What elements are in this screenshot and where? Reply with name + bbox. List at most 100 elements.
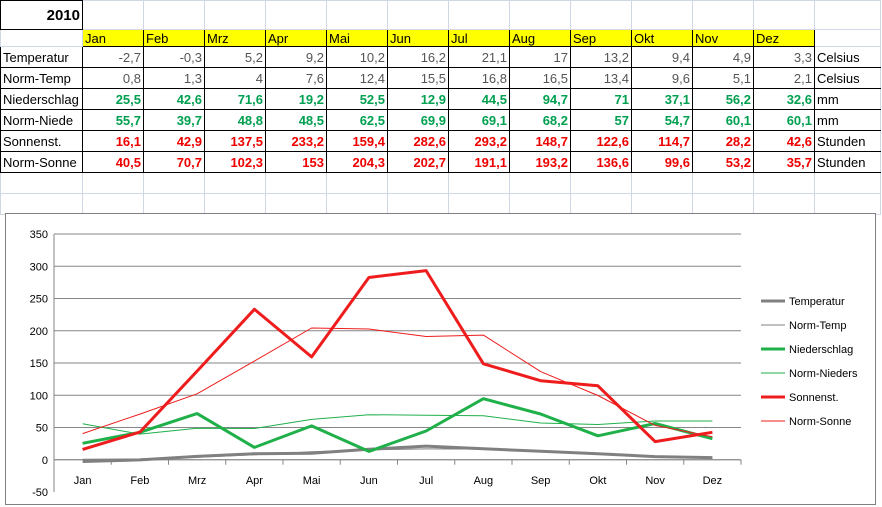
data-cell[interactable]: 19,2 bbox=[265, 88, 327, 110]
data-cell[interactable]: 52,5 bbox=[326, 88, 388, 110]
data-cell[interactable]: 35,7 bbox=[753, 151, 815, 173]
data-cell[interactable]: 5,1 bbox=[692, 67, 754, 89]
empty-cell[interactable] bbox=[326, 193, 388, 215]
data-cell[interactable]: 282,6 bbox=[387, 130, 449, 152]
row-label[interactable]: Norm-Sonne bbox=[0, 151, 83, 173]
empty-cell[interactable] bbox=[448, 172, 510, 194]
data-cell[interactable]: 136,6 bbox=[570, 151, 632, 173]
data-cell[interactable]: 71 bbox=[570, 88, 632, 110]
empty-cell[interactable] bbox=[265, 0, 327, 30]
empty-cell[interactable] bbox=[326, 172, 388, 194]
empty-cell[interactable] bbox=[0, 193, 83, 215]
data-cell[interactable]: 16,5 bbox=[509, 67, 571, 89]
data-cell[interactable]: 9,6 bbox=[631, 67, 693, 89]
empty-cell[interactable] bbox=[0, 29, 83, 47]
empty-cell[interactable] bbox=[82, 172, 144, 194]
unit-cell[interactable]: Stunden bbox=[814, 130, 881, 152]
empty-cell[interactable] bbox=[448, 193, 510, 215]
data-cell[interactable]: -0,3 bbox=[143, 46, 205, 68]
data-cell[interactable]: 99,6 bbox=[631, 151, 693, 173]
data-cell[interactable]: 32,6 bbox=[753, 88, 815, 110]
data-cell[interactable]: 122,6 bbox=[570, 130, 632, 152]
chart-area[interactable]: -50 0 50 100 150 200 250 300 350 Jan Feb Mrz Apr Mai J… bbox=[5, 213, 876, 505]
data-cell[interactable]: 94,7 bbox=[509, 88, 571, 110]
empty-cell[interactable] bbox=[448, 0, 510, 30]
data-cell[interactable]: 40,5 bbox=[82, 151, 144, 173]
data-cell[interactable]: 21,1 bbox=[448, 46, 510, 68]
row-label[interactable]: Niederschlag bbox=[0, 88, 83, 110]
row-label[interactable]: Sonnenst. bbox=[0, 130, 83, 152]
data-cell[interactable]: 42,9 bbox=[143, 130, 205, 152]
empty-cell[interactable] bbox=[265, 172, 327, 194]
empty-cell[interactable] bbox=[204, 172, 266, 194]
data-cell[interactable]: 60,1 bbox=[692, 109, 754, 131]
data-cell[interactable]: 70,7 bbox=[143, 151, 205, 173]
data-cell[interactable]: 37,1 bbox=[631, 88, 693, 110]
empty-cell[interactable] bbox=[82, 0, 144, 30]
data-cell[interactable]: 53,2 bbox=[692, 151, 754, 173]
unit-cell[interactable]: Stunden bbox=[814, 151, 881, 173]
data-cell[interactable]: 5,2 bbox=[204, 46, 266, 68]
empty-cell[interactable] bbox=[814, 0, 881, 30]
data-cell[interactable]: 55,7 bbox=[82, 109, 144, 131]
data-cell[interactable]: 9,4 bbox=[631, 46, 693, 68]
data-cell[interactable]: 48,5 bbox=[265, 109, 327, 131]
empty-cell[interactable] bbox=[0, 172, 83, 194]
data-cell[interactable]: 17 bbox=[509, 46, 571, 68]
month-header-cell[interactable]: Jun bbox=[387, 29, 449, 47]
empty-cell[interactable] bbox=[387, 172, 449, 194]
data-cell[interactable]: 9,2 bbox=[265, 46, 327, 68]
empty-cell[interactable] bbox=[753, 172, 815, 194]
data-cell[interactable]: 48,8 bbox=[204, 109, 266, 131]
empty-cell[interactable] bbox=[753, 0, 815, 30]
data-cell[interactable]: 2,1 bbox=[753, 67, 815, 89]
data-cell[interactable]: 56,2 bbox=[692, 88, 754, 110]
data-cell[interactable]: 68,2 bbox=[509, 109, 571, 131]
data-cell[interactable]: 1,3 bbox=[143, 67, 205, 89]
data-cell[interactable]: 202,7 bbox=[387, 151, 449, 173]
data-cell[interactable]: 159,4 bbox=[326, 130, 388, 152]
month-header-cell[interactable]: Mai bbox=[326, 29, 388, 47]
data-cell[interactable]: 233,2 bbox=[265, 130, 327, 152]
data-cell[interactable]: 60,1 bbox=[753, 109, 815, 131]
data-cell[interactable]: 44,5 bbox=[448, 88, 510, 110]
data-cell[interactable]: 204,3 bbox=[326, 151, 388, 173]
empty-cell[interactable] bbox=[204, 0, 266, 30]
data-cell[interactable]: 193,2 bbox=[509, 151, 571, 173]
month-header-cell[interactable]: Feb bbox=[143, 29, 205, 47]
data-cell[interactable]: 69,9 bbox=[387, 109, 449, 131]
row-label[interactable]: Norm-Temp bbox=[0, 67, 83, 89]
empty-cell[interactable] bbox=[204, 193, 266, 215]
data-cell[interactable]: 15,5 bbox=[387, 67, 449, 89]
empty-cell[interactable] bbox=[692, 172, 754, 194]
data-cell[interactable]: 28,2 bbox=[692, 130, 754, 152]
data-cell[interactable]: 42,6 bbox=[143, 88, 205, 110]
data-cell[interactable]: 0,8 bbox=[82, 67, 144, 89]
data-cell[interactable]: 42,6 bbox=[753, 130, 815, 152]
data-cell[interactable]: 293,2 bbox=[448, 130, 510, 152]
month-header-cell[interactable]: Jan bbox=[82, 29, 144, 47]
empty-cell[interactable] bbox=[814, 172, 881, 194]
empty-cell[interactable] bbox=[326, 0, 388, 30]
unit-cell[interactable]: mm bbox=[814, 88, 881, 110]
data-cell[interactable]: 13,2 bbox=[570, 46, 632, 68]
data-cell[interactable]: 62,5 bbox=[326, 109, 388, 131]
empty-cell[interactable] bbox=[143, 193, 205, 215]
empty-cell[interactable] bbox=[265, 193, 327, 215]
data-cell[interactable]: 16,2 bbox=[387, 46, 449, 68]
data-cell[interactable]: 57 bbox=[570, 109, 632, 131]
data-cell[interactable]: 16,8 bbox=[448, 67, 510, 89]
month-header-cell[interactable]: Nov bbox=[692, 29, 754, 47]
data-cell[interactable]: 13,4 bbox=[570, 67, 632, 89]
year-cell[interactable]: 2010 bbox=[0, 0, 83, 30]
row-label[interactable]: Temperatur bbox=[0, 46, 83, 68]
empty-cell[interactable] bbox=[692, 0, 754, 30]
unit-cell[interactable]: mm bbox=[814, 109, 881, 131]
unit-cell[interactable]: Celsius bbox=[814, 67, 881, 89]
data-cell[interactable]: 4 bbox=[204, 67, 266, 89]
data-cell[interactable]: -2,7 bbox=[82, 46, 144, 68]
row-label[interactable]: Norm-Niede bbox=[0, 109, 83, 131]
empty-cell[interactable] bbox=[509, 193, 571, 215]
empty-cell[interactable] bbox=[753, 193, 815, 215]
month-header-cell[interactable]: Sep bbox=[570, 29, 632, 47]
